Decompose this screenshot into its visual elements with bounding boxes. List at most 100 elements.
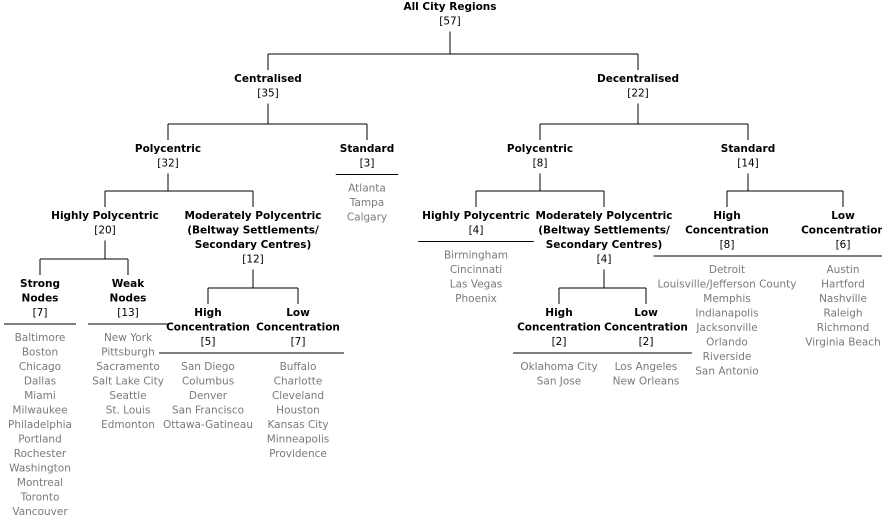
node-label: Centralised — [234, 73, 302, 85]
city: Seattle — [109, 390, 146, 402]
city: Baltimore — [15, 332, 66, 344]
city: San Antonio — [695, 366, 758, 378]
node-count: [4] — [597, 254, 612, 266]
node-label: Low — [286, 307, 310, 319]
city: Cincinnati — [450, 264, 502, 276]
node-label: Secondary Centres) — [546, 239, 663, 251]
city: Dallas — [24, 376, 56, 388]
city: Cleveland — [272, 390, 324, 402]
city: Los Angeles — [615, 361, 678, 373]
node-count: [7] — [291, 336, 306, 348]
city: Indianapolis — [695, 308, 758, 320]
city: New Orleans — [613, 376, 680, 388]
city: Calgary — [347, 212, 387, 224]
city: Montreal — [17, 477, 63, 489]
node-label: Polycentric — [135, 143, 201, 155]
node-label: Low — [634, 307, 658, 319]
city: Toronto — [20, 492, 60, 504]
city: New York — [104, 332, 153, 344]
city: Philadelphia — [8, 419, 72, 431]
city: Virginia Beach — [805, 337, 880, 349]
node-count: [8] — [533, 158, 548, 170]
node-label: Moderately Polycentric — [536, 210, 673, 222]
city: Austin — [827, 264, 860, 276]
node-count: [12] — [242, 254, 264, 266]
city: Orlando — [706, 337, 748, 349]
node-count: [14] — [737, 158, 759, 170]
node-count: [7] — [33, 307, 48, 319]
node-label: Low — [831, 210, 855, 222]
node-label: Concentration — [517, 322, 601, 334]
node-label: Moderately Polycentric — [185, 210, 322, 222]
node-count: [4] — [469, 225, 484, 237]
node-count: [32] — [157, 158, 179, 170]
city: Phoenix — [455, 293, 497, 305]
city: Minneapolis — [267, 434, 330, 446]
node-label: High — [194, 307, 221, 319]
city: Oklahoma City — [520, 361, 597, 373]
city: Las Vegas — [450, 279, 503, 291]
node-count: [13] — [117, 307, 139, 319]
node-count: [8] — [720, 239, 735, 251]
node-label: (Beltway Settlements/ — [538, 225, 670, 237]
city: Nashville — [819, 293, 867, 305]
node-label: Decentralised — [597, 73, 679, 85]
node-label: Concentration — [685, 225, 769, 237]
node-count: [6] — [836, 239, 851, 251]
city: Memphis — [703, 293, 750, 305]
city: Hartford — [821, 279, 865, 291]
node-label: Nodes — [22, 293, 59, 305]
city: Edmonton — [101, 419, 155, 431]
node-count: [2] — [552, 336, 567, 348]
node-label: Concentration — [801, 225, 882, 237]
city: Buffalo — [280, 361, 317, 373]
city: Charlotte — [274, 376, 323, 388]
node-label: Highly Polycentric — [422, 210, 530, 222]
city: Portland — [18, 434, 62, 446]
city: San Francisco — [172, 405, 244, 417]
city: Detroit — [709, 264, 745, 276]
city: Denver — [189, 390, 228, 402]
node-count: [2] — [639, 336, 654, 348]
city: Chicago — [19, 361, 61, 373]
city: Sacramento — [96, 361, 160, 373]
city: Riverside — [703, 351, 752, 363]
city: San Diego — [181, 361, 235, 373]
city: Raleigh — [823, 308, 862, 320]
node-count: [3] — [360, 158, 375, 170]
node-label: High — [713, 210, 740, 222]
node-label: Nodes — [110, 293, 147, 305]
city: Rochester — [14, 448, 67, 460]
node-label: Secondary Centres) — [195, 239, 312, 251]
node-label: (Beltway Settlements/ — [187, 225, 319, 237]
node-label: Strong — [20, 278, 60, 290]
city: Salt Lake City — [92, 376, 164, 388]
node-label: Concentration — [166, 322, 250, 334]
city: Providence — [269, 448, 327, 460]
city: Columbus — [182, 376, 234, 388]
node-count: [20] — [94, 225, 116, 237]
city: San Jose — [537, 376, 582, 388]
city: Miami — [24, 390, 56, 402]
city: Milwaukee — [12, 405, 67, 417]
node-label: High — [545, 307, 572, 319]
city: Houston — [276, 405, 320, 417]
city: Tampa — [349, 197, 384, 209]
node-label: All City Regions — [403, 1, 496, 13]
node-label: Concentration — [604, 322, 688, 334]
node-label: Highly Polycentric — [51, 210, 159, 222]
city: Vancouver — [12, 506, 68, 517]
city: Ottawa-Gatineau — [163, 419, 253, 431]
city: Washington — [9, 463, 71, 475]
city: Birmingham — [444, 250, 508, 262]
node-count: [35] — [257, 88, 279, 100]
city: St. Louis — [106, 405, 151, 417]
node-count: [57] — [439, 16, 461, 28]
city: Pittsburgh — [101, 347, 155, 359]
node-label: Concentration — [256, 322, 340, 334]
node-count: [5] — [201, 336, 216, 348]
city: Richmond — [817, 322, 870, 334]
node-label: Polycentric — [507, 143, 573, 155]
node-count: [22] — [627, 88, 649, 100]
city: Atlanta — [348, 183, 386, 195]
